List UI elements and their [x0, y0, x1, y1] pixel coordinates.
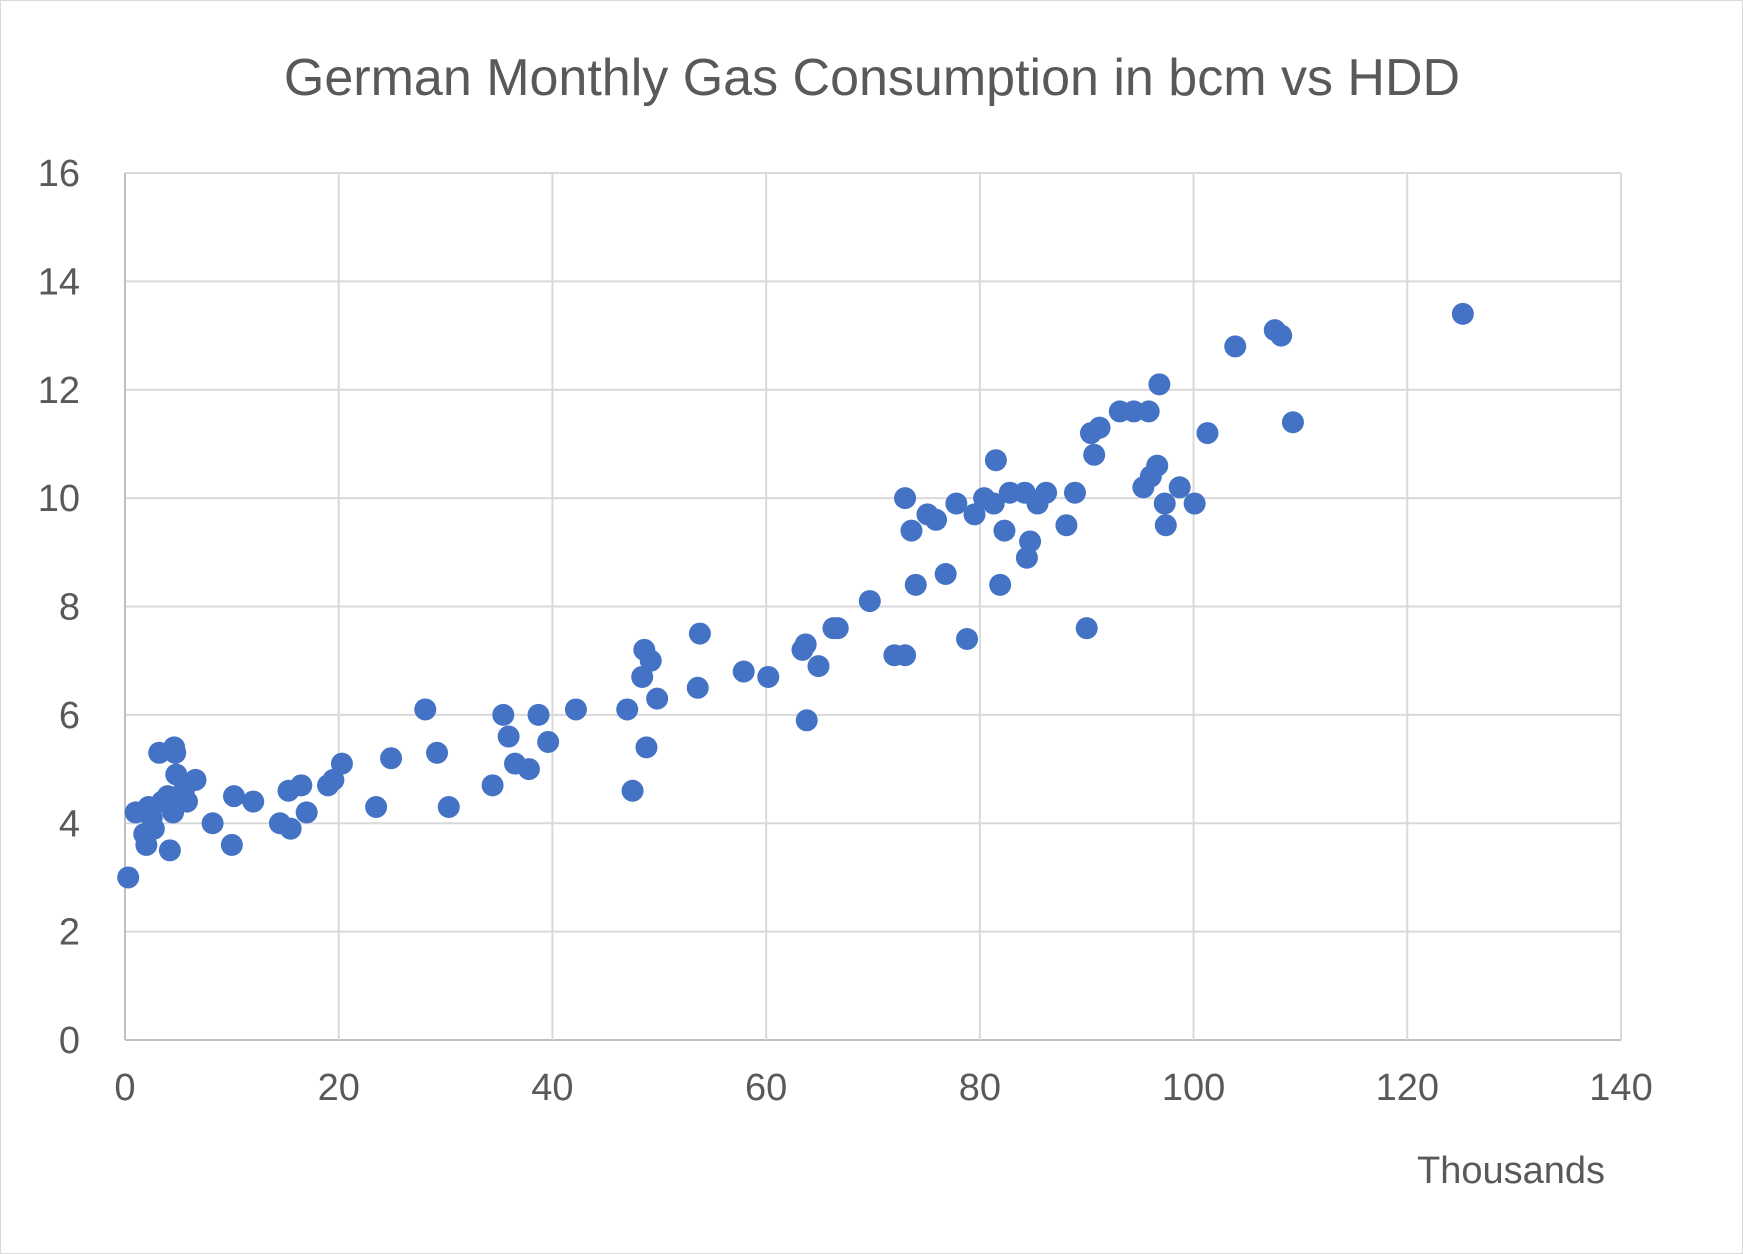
gridlines — [124, 172, 1622, 1041]
data-point — [414, 698, 437, 721]
data-point — [437, 795, 460, 818]
data-point — [858, 590, 881, 613]
data-point — [1075, 617, 1098, 640]
data-point — [732, 660, 755, 683]
data-point — [527, 703, 550, 726]
data-point — [290, 774, 313, 797]
data-point — [826, 617, 849, 640]
data-point — [757, 665, 780, 688]
data-point — [220, 833, 243, 856]
x-axis-unit-label: Thousands — [1417, 1150, 1605, 1192]
y-tick-label: 2 — [59, 912, 80, 954]
data-point — [537, 730, 560, 753]
data-point — [989, 573, 1012, 596]
data-point — [639, 649, 662, 672]
y-tick-label: 6 — [59, 695, 80, 737]
data-point — [894, 487, 917, 510]
data-point — [894, 644, 917, 667]
data-point — [616, 698, 639, 721]
y-tick-label: 10 — [38, 478, 80, 520]
y-axis-ticks: 0 2 4 6 8 10 12 14 16 — [38, 153, 80, 1062]
chart-title: German Monthly Gas Consumption in bcm vs… — [284, 49, 1460, 107]
data-point — [1083, 443, 1106, 466]
x-tick-label: 40 — [531, 1067, 573, 1109]
data-point — [1281, 411, 1304, 434]
data-point — [621, 779, 644, 802]
data-point — [1035, 481, 1058, 504]
data-point — [222, 785, 245, 808]
data-point — [1019, 530, 1042, 553]
data-point — [322, 768, 345, 791]
y-tick-label: 14 — [38, 261, 80, 303]
data-point — [1224, 335, 1247, 358]
data-points — [117, 302, 1474, 889]
data-point — [492, 703, 515, 726]
x-axis-ticks: 0 20 40 60 80 100 120 140 — [114, 1067, 1652, 1109]
data-point — [184, 768, 207, 791]
data-point — [481, 774, 504, 797]
data-point — [1146, 454, 1169, 477]
data-point — [925, 508, 948, 531]
y-tick-label: 12 — [38, 370, 80, 412]
data-point — [564, 698, 587, 721]
data-point — [175, 790, 198, 813]
data-point — [1154, 514, 1177, 537]
data-point — [982, 492, 1005, 515]
data-point — [1183, 492, 1206, 515]
data-point — [934, 562, 957, 585]
data-point — [904, 573, 927, 596]
data-point — [794, 633, 817, 656]
data-point — [517, 758, 540, 781]
data-point — [142, 817, 165, 840]
data-point — [1148, 373, 1171, 396]
data-point — [295, 801, 318, 824]
y-tick-label: 8 — [59, 587, 80, 629]
data-point — [688, 622, 711, 645]
data-point — [158, 839, 181, 862]
x-tick-label: 20 — [318, 1067, 360, 1109]
data-point — [646, 687, 669, 710]
y-tick-label: 16 — [38, 153, 80, 195]
data-point — [635, 736, 658, 759]
data-point — [164, 741, 187, 764]
x-tick-label: 60 — [745, 1067, 787, 1109]
data-point — [963, 503, 986, 526]
data-point — [365, 795, 388, 818]
data-point — [426, 741, 449, 764]
y-tick-label: 4 — [59, 803, 80, 845]
data-point — [1168, 476, 1191, 499]
data-point — [1088, 416, 1111, 439]
x-tick-label: 120 — [1376, 1067, 1439, 1109]
data-point — [201, 812, 224, 835]
data-point — [1270, 324, 1293, 347]
x-tick-label: 100 — [1162, 1067, 1225, 1109]
x-tick-label: 0 — [114, 1067, 135, 1109]
data-point — [497, 725, 520, 748]
data-point — [984, 449, 1007, 472]
data-point — [330, 752, 353, 775]
data-point — [1063, 481, 1086, 504]
data-point — [117, 866, 140, 889]
data-point — [1153, 492, 1176, 515]
data-point — [807, 655, 830, 678]
data-point — [956, 628, 979, 651]
data-point — [242, 790, 265, 813]
data-point — [279, 817, 302, 840]
data-point — [380, 747, 403, 770]
data-point — [1451, 302, 1474, 325]
data-point — [795, 709, 818, 732]
data-point — [945, 492, 968, 515]
data-point — [993, 519, 1016, 542]
data-point — [1196, 422, 1219, 445]
data-point — [900, 519, 923, 542]
data-point — [686, 676, 709, 699]
data-point — [1055, 514, 1078, 537]
y-tick-label: 0 — [59, 1020, 80, 1062]
data-point — [1137, 400, 1160, 423]
x-tick-label: 140 — [1589, 1067, 1652, 1109]
data-point — [631, 665, 654, 688]
x-tick-label: 80 — [959, 1067, 1001, 1109]
